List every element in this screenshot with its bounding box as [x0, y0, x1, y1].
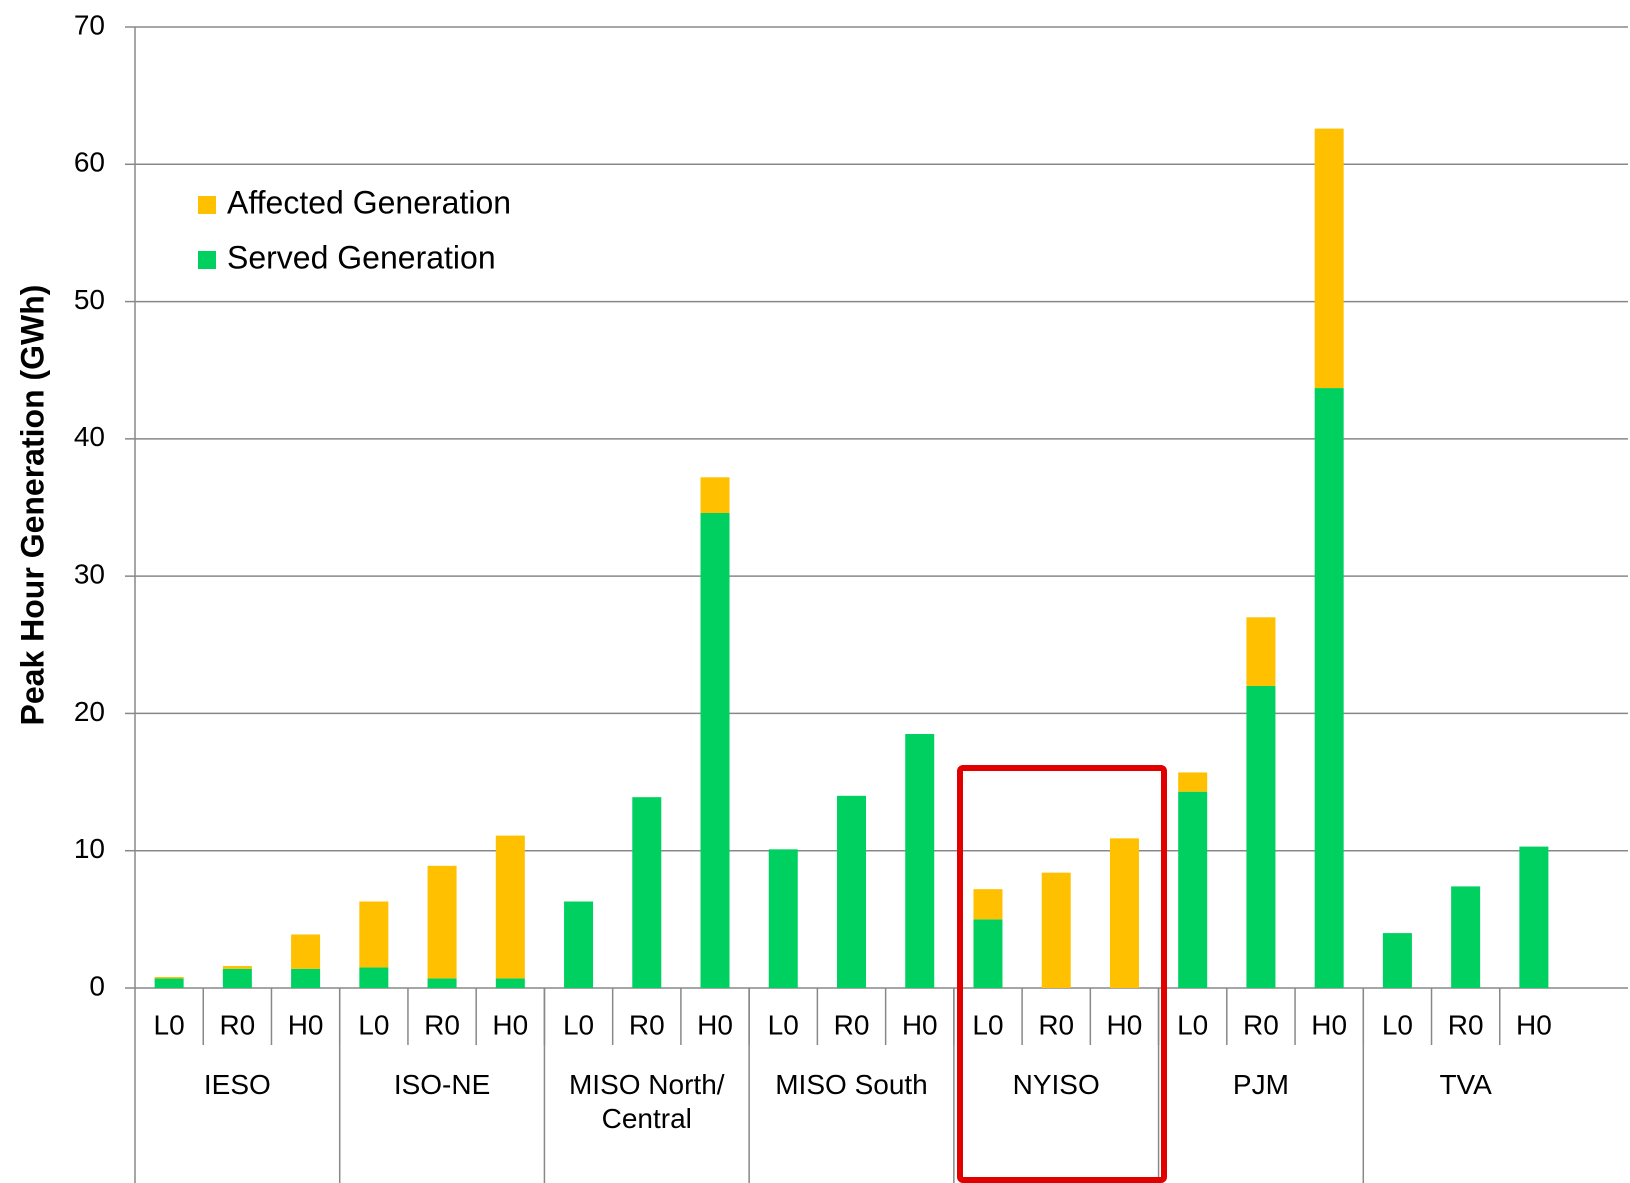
x-tick-label: R0: [1448, 1009, 1484, 1040]
bar-segment: [700, 477, 730, 513]
group-label: NYISO: [1012, 1069, 1100, 1100]
x-tick-label: H0: [697, 1009, 733, 1040]
bar-segment: [154, 977, 184, 979]
bar-segment: [837, 795, 866, 988]
bar-segment: [359, 901, 389, 968]
legend-label: Affected Generation: [227, 184, 511, 220]
legend-swatch: [198, 251, 216, 269]
bar-segment: [1178, 772, 1208, 792]
bar-segment: [154, 978, 184, 988]
bar-segment: [1041, 872, 1071, 988]
bar-segment: [1246, 617, 1276, 686]
bar-segment: [359, 967, 389, 988]
legend-label: Served Generation: [227, 239, 496, 275]
bar-segment: [222, 968, 252, 988]
highlight-box: [957, 765, 1167, 1183]
x-tick-label: L0: [358, 1009, 389, 1040]
bar-segment: [973, 889, 1003, 920]
y-tick-label: 20: [74, 696, 105, 727]
group-label: ISO-NE: [393, 1069, 491, 1100]
y-tick-label: 40: [74, 421, 105, 452]
bar-segment: [495, 835, 525, 979]
bar-segment: [427, 865, 457, 979]
bar-segment: [1519, 846, 1549, 988]
x-tick-label: H0: [1311, 1009, 1347, 1040]
x-tick-label: H0: [1516, 1009, 1552, 1040]
group-label: TVA: [1439, 1069, 1492, 1100]
group-label: MISO South: [775, 1069, 928, 1100]
bar-segment: [222, 966, 252, 969]
bar-segment: [973, 919, 1003, 988]
group-label: IESO: [203, 1069, 271, 1100]
bar-segment: [1109, 838, 1139, 988]
x-tick-label: R0: [1038, 1009, 1074, 1040]
x-tick-label: R0: [629, 1009, 665, 1040]
y-tick-label: 50: [74, 284, 105, 315]
bar-segment: [1382, 933, 1412, 988]
x-tick-label: L0: [768, 1009, 799, 1040]
bar-segment: [700, 512, 730, 988]
bar-segment: [1178, 791, 1208, 988]
bar-segment: [291, 934, 321, 969]
bar-segment: [1451, 886, 1481, 988]
bar-segment: [1314, 388, 1344, 989]
x-tick-label: L0: [972, 1009, 1003, 1040]
group-label: MISO North/ Central: [568, 1069, 725, 1134]
group-label: PJM: [1232, 1069, 1289, 1100]
x-tick-label: L0: [1177, 1009, 1208, 1040]
x-tick-label: H0: [902, 1009, 938, 1040]
x-tick-label: R0: [1243, 1009, 1279, 1040]
y-tick-label: 60: [74, 147, 105, 178]
bar-segment: [291, 968, 321, 988]
x-tick-label: H0: [288, 1009, 324, 1040]
y-tick-label: 0: [89, 970, 105, 1001]
y-tick-label: 70: [74, 9, 105, 40]
bar-segment: [564, 901, 594, 988]
x-tick-label: H0: [1107, 1009, 1143, 1040]
bar-segment: [905, 734, 935, 988]
bar-segment: [1314, 128, 1344, 389]
bar-segment: [768, 849, 798, 988]
x-tick-label: R0: [219, 1009, 255, 1040]
x-tick-label: L0: [154, 1009, 185, 1040]
x-tick-label: R0: [424, 1009, 460, 1040]
bar-segment: [495, 978, 525, 988]
x-tick-label: L0: [563, 1009, 594, 1040]
legend-swatch: [198, 196, 216, 214]
bar-segment: [427, 978, 457, 988]
y-tick-label: 30: [74, 559, 105, 590]
y-axis-label: Peak Hour Generation (GWh): [14, 285, 50, 726]
y-tick-label: 10: [74, 833, 105, 864]
bar-segment: [632, 797, 662, 988]
x-tick-label: R0: [834, 1009, 870, 1040]
x-tick-label: L0: [1382, 1009, 1413, 1040]
bar-segment: [1246, 685, 1276, 988]
x-tick-label: H0: [492, 1009, 528, 1040]
